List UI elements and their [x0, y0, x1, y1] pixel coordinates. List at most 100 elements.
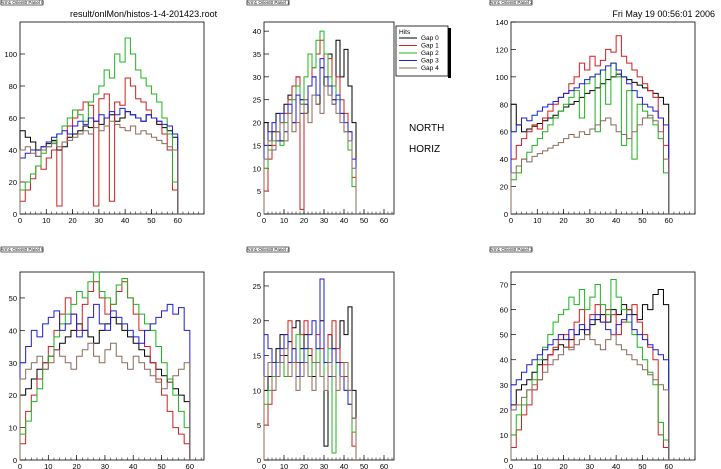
panel-title-box	[489, 246, 533, 253]
x-tick-label: 50	[157, 462, 165, 469]
legend-label: Gap 0	[421, 35, 439, 42]
x-tick-label: 30	[320, 216, 328, 225]
panel-1: Arm1 Orient0 Panel 1 0 10 20 30 40 50 60 0 5 10 15 2…	[246, 0, 395, 225]
y-tick-label: 25	[253, 282, 261, 291]
x-tick-label: 50	[638, 462, 646, 469]
y-tick-label: 10	[500, 431, 508, 440]
y-tick-label: 80	[9, 82, 17, 91]
annotation-north: NORTH	[409, 123, 444, 134]
y-tick-label: 30	[9, 359, 17, 368]
x-tick-label: 20	[300, 462, 308, 469]
x-tick-label: 20	[559, 216, 567, 225]
y-tick-label: 40	[500, 356, 508, 365]
x-tick-label: 0	[18, 462, 22, 469]
y-tick-label: 5	[257, 421, 261, 430]
series-gap-3	[19, 107, 179, 214]
y-tick-label: 0	[504, 456, 508, 465]
x-tick-label: 20	[300, 216, 308, 225]
y-tick-label: 40	[500, 155, 508, 164]
x-tick-label: 0	[262, 216, 266, 225]
series-gap-4	[19, 120, 179, 214]
legend-label: Gap 1	[421, 43, 439, 50]
x-tick-label: 60	[665, 462, 673, 469]
x-tick-label: 40	[612, 462, 620, 469]
x-tick-label: 0	[509, 462, 513, 469]
y-tick-label: 100	[4, 50, 17, 59]
y-tick-label: 20	[253, 119, 261, 128]
panel-0: Arm1 Orient0 Panel 0 0 10 20 30 40 50 60 0 20 40 60…	[0, 0, 205, 225]
y-tick-label: 70	[500, 281, 508, 290]
panel-title-box	[489, 0, 533, 6]
series-gap-4	[510, 334, 670, 460]
y-tick-label: 20	[9, 391, 17, 400]
series-gap-3	[510, 314, 670, 460]
x-tick-label: 20	[68, 216, 76, 225]
y-tick-label: 20	[9, 178, 17, 187]
panel-title: Arm1 Orient0 Panel 0	[0, 0, 44, 5]
x-tick-label: 0	[509, 216, 513, 225]
legend-title: Hits	[399, 29, 411, 36]
panel-title: Arm1 Orient0 Panel 4	[246, 247, 290, 252]
y-tick-label: 40	[9, 326, 17, 335]
x-tick-label: 10	[42, 216, 50, 225]
y-tick-label: 20	[500, 406, 508, 415]
plot-frame	[263, 21, 395, 215]
panel-grid: Arm1 Orient0 Panel 00 10 20 30 40 50 600204060…	[0, 0, 696, 469]
y-tick-label: 100	[495, 73, 508, 82]
series-gap-4	[263, 348, 357, 460]
panel-4: Arm1 Orient0 Panel 4 0 10 20 30 40 50 60 0 5 10 15 2…	[246, 246, 395, 469]
x-tick-label: 30	[586, 216, 594, 225]
x-tick-label: 60	[665, 216, 673, 225]
y-tick-label: 0	[13, 210, 17, 219]
x-tick-label: 60	[380, 216, 388, 225]
y-tick-label: 20	[500, 183, 508, 192]
panel-5: Arm1 Orient0 Panel 3 0 10 20 30 40 50 60 0 10 20 30…	[489, 246, 696, 469]
x-tick-label: 40	[612, 216, 620, 225]
x-tick-label: 10	[280, 462, 288, 469]
y-tick-label: 120	[495, 45, 508, 54]
series-gap-2	[510, 279, 670, 460]
x-tick-label: 20	[72, 462, 80, 469]
series-gap-1	[510, 35, 670, 214]
y-tick-label: 10	[253, 386, 261, 395]
y-tick-label: 20	[253, 317, 261, 326]
y-tick-label: 5	[257, 187, 261, 196]
legend-label: Gap 2	[421, 50, 439, 57]
x-tick-label: 50	[360, 216, 368, 225]
panel-title-box	[0, 246, 44, 253]
x-tick-label: 30	[320, 462, 328, 469]
x-tick-label: 10	[44, 462, 52, 469]
panel-title-box	[246, 0, 290, 6]
y-tick-label: 40	[9, 146, 17, 155]
x-tick-label: 40	[340, 216, 348, 225]
y-tick-label: 25	[253, 96, 261, 105]
series-gap-0	[263, 306, 357, 460]
x-tick-label: 30	[101, 462, 109, 469]
y-tick-label: 50	[9, 294, 17, 303]
x-tick-label: 40	[129, 462, 137, 469]
file-label: result/onlMon/histos-1-4-201423.root	[70, 9, 218, 19]
y-tick-label: 15	[253, 352, 261, 361]
series-gap-2	[510, 62, 670, 214]
x-tick-label: 40	[340, 462, 348, 469]
timestamp: Fri May 19 00:56:01 2006	[612, 9, 715, 19]
plot-frame	[510, 271, 696, 461]
y-tick-label: 50	[500, 331, 508, 340]
y-tick-label: 60	[9, 114, 17, 123]
y-tick-label: 30	[253, 73, 261, 82]
y-tick-label: 80	[500, 100, 508, 109]
y-tick-label: 0	[13, 456, 17, 465]
x-tick-label: 60	[174, 216, 182, 225]
x-tick-label: 10	[533, 462, 541, 469]
x-tick-label: 40	[121, 216, 129, 225]
y-tick-label: 60	[500, 306, 508, 315]
y-tick-label: 0	[257, 456, 261, 465]
y-tick-label: 10	[253, 164, 261, 173]
series-gap-3	[19, 303, 191, 460]
legend-shadow	[448, 28, 451, 78]
y-tick-label: 60	[500, 128, 508, 137]
series-gap-3	[510, 62, 670, 214]
x-tick-label: 20	[559, 462, 567, 469]
